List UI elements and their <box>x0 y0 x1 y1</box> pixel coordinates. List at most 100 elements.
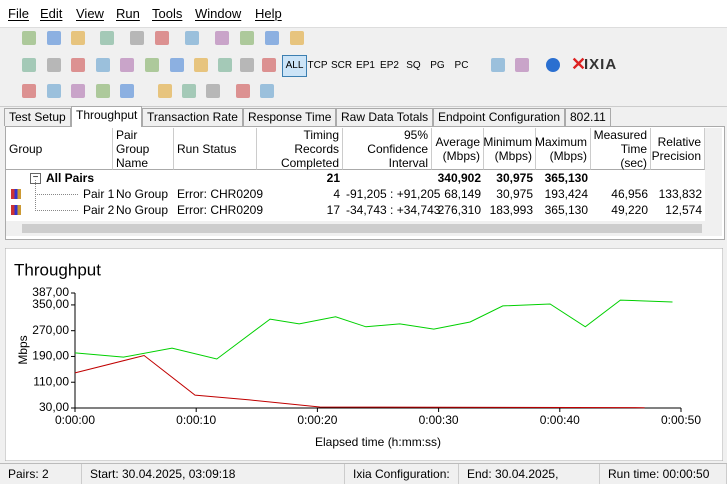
status-field: Start: 30.04.2025, 03:09:18 <box>82 464 345 484</box>
table-cell: -34,743 : +34,743 <box>346 203 441 217</box>
toolbar-icon[interactable] <box>215 31 229 45</box>
pair-icon <box>11 205 21 215</box>
toolbar-icon[interactable] <box>47 84 61 98</box>
column-header[interactable]: Group <box>6 128 113 170</box>
toolbar-icon[interactable] <box>290 31 304 45</box>
toolbar-icon[interactable] <box>185 31 199 45</box>
toolbar-icon[interactable] <box>158 84 172 98</box>
column-header[interactable]: Minimum (Mbps) <box>483 128 536 170</box>
toolbar-button[interactable]: EP2 <box>380 60 399 71</box>
status-bar <box>0 463 727 484</box>
column-header[interactable]: Timing Records Completed <box>257 128 343 170</box>
status-field: Ixia Configuration: <box>345 464 459 484</box>
series-line <box>74 354 645 409</box>
toolbar-icon[interactable] <box>71 84 85 98</box>
toolbar-icon[interactable] <box>491 58 505 72</box>
toolbar-icon[interactable] <box>194 58 208 72</box>
toolbar-icon[interactable] <box>236 84 250 98</box>
menu-item[interactable]: Window <box>195 6 242 21</box>
table-cell: 12,574 <box>665 203 702 217</box>
x-tick-label: 0:00:30 <box>419 413 459 427</box>
toolbar-icon[interactable] <box>240 31 254 45</box>
status-field: Run time: 00:00:50 <box>600 464 727 484</box>
v-scrollbar[interactable] <box>705 128 722 221</box>
x-axis-label: Elapsed time (h:mm:ss) <box>315 435 441 449</box>
table-cell: 340,902 <box>437 171 481 185</box>
column-header[interactable]: Run Status <box>174 128 257 170</box>
menu-item[interactable]: Edit <box>40 6 63 21</box>
toolbar-icon[interactable] <box>47 58 61 72</box>
tab[interactable]: Raw Data Totals <box>336 108 434 126</box>
column-header[interactable]: Measured Time (sec) <box>591 128 651 170</box>
toolbar-icon[interactable] <box>265 31 279 45</box>
tab[interactable]: Test Setup <box>4 108 71 126</box>
toolbar-icon[interactable] <box>515 58 529 72</box>
menu-item[interactable]: File <box>8 6 29 21</box>
toolbar-icon[interactable] <box>22 84 36 98</box>
column-header[interactable]: Maximum (Mbps) <box>535 128 591 170</box>
toolbar-icon[interactable] <box>96 84 110 98</box>
y-tick-label: 190,00 <box>32 349 69 363</box>
toolbar-button[interactable]: ALL <box>282 55 307 77</box>
menu-item[interactable]: Tools <box>152 6 183 21</box>
tab[interactable]: Transaction Rate <box>142 108 243 126</box>
table-cell: Error: CHR0209 <box>177 187 264 201</box>
column-header[interactable]: Average (Mbps) <box>432 128 484 170</box>
toolbar-icon[interactable] <box>100 31 114 45</box>
table-cell: 276,310 <box>437 203 481 217</box>
info-icon[interactable] <box>546 58 560 72</box>
table-cell: -91,205 : +91,205 <box>346 187 441 201</box>
menu-item[interactable]: View <box>76 6 104 21</box>
toolbar-icon[interactable] <box>120 58 134 72</box>
toolbar-icon[interactable] <box>130 31 144 45</box>
toolbar-button[interactable]: PC <box>454 60 469 71</box>
toolbar-icon[interactable] <box>120 84 134 98</box>
tab[interactable]: 802.11 <box>565 108 611 126</box>
status-field: End: 30.04.2025, 03:10:08 <box>459 464 600 484</box>
tab[interactable]: Response Time <box>243 108 337 126</box>
y-tick-label: 387,00 <box>32 285 69 299</box>
toolbar-icon[interactable] <box>218 58 232 72</box>
toolbar-icon[interactable] <box>145 58 159 72</box>
chart-panel <box>5 248 723 461</box>
toolbar-icon[interactable] <box>170 58 184 72</box>
toolbar-button[interactable]: SQ <box>406 60 421 71</box>
table-cell: 21 <box>326 171 340 185</box>
toolbar-icon[interactable] <box>262 58 276 72</box>
column-header[interactable]: Pair Group Name <box>113 128 174 170</box>
menu-item[interactable]: Help <box>255 6 282 21</box>
table-cell: 193,424 <box>544 187 588 201</box>
table-cell: 365,130 <box>544 171 588 185</box>
table-cell: 46,956 <box>611 187 648 201</box>
toolbars <box>0 28 727 107</box>
toolbar-icon[interactable] <box>206 84 220 98</box>
menu-item[interactable]: Run <box>116 6 140 21</box>
y-tick-label: 350,00 <box>32 297 69 311</box>
table-cell: 68,149 <box>444 187 481 201</box>
toolbar-button[interactable]: PG <box>430 60 445 71</box>
scroll-thumb[interactable] <box>22 224 702 233</box>
toolbar-icon[interactable] <box>96 58 110 72</box>
column-header[interactable]: Relative Precision <box>651 128 705 170</box>
series-line <box>74 299 673 360</box>
y-axis-label: Mbps <box>16 335 30 364</box>
y-tick-label: 30,00 <box>39 400 69 414</box>
toolbar-icon[interactable] <box>22 31 36 45</box>
toolbar-icon[interactable] <box>71 58 85 72</box>
toolbar-icon[interactable] <box>155 31 169 45</box>
toolbar-button[interactable]: SCR <box>330 60 353 71</box>
chart: Throughput Mbps Elapsed time (h:mm:ss) 30,0… <box>5 248 723 461</box>
column-header[interactable]: 95% Confidence Interval <box>343 128 432 170</box>
toolbar-button[interactable]: TCP <box>307 60 328 71</box>
toolbar-icon[interactable] <box>71 31 85 45</box>
tab[interactable]: Endpoint Configuration <box>433 108 566 126</box>
toolbar-icon[interactable] <box>240 58 254 72</box>
toolbar-icon[interactable] <box>47 31 61 45</box>
tab[interactable]: Throughput <box>71 106 143 127</box>
toolbar-button[interactable]: EP1 <box>356 60 375 71</box>
toolbar-icon[interactable] <box>22 58 36 72</box>
toolbar-icon[interactable] <box>182 84 196 98</box>
toolbar-icon[interactable] <box>260 84 274 98</box>
menu-bar <box>0 0 727 28</box>
